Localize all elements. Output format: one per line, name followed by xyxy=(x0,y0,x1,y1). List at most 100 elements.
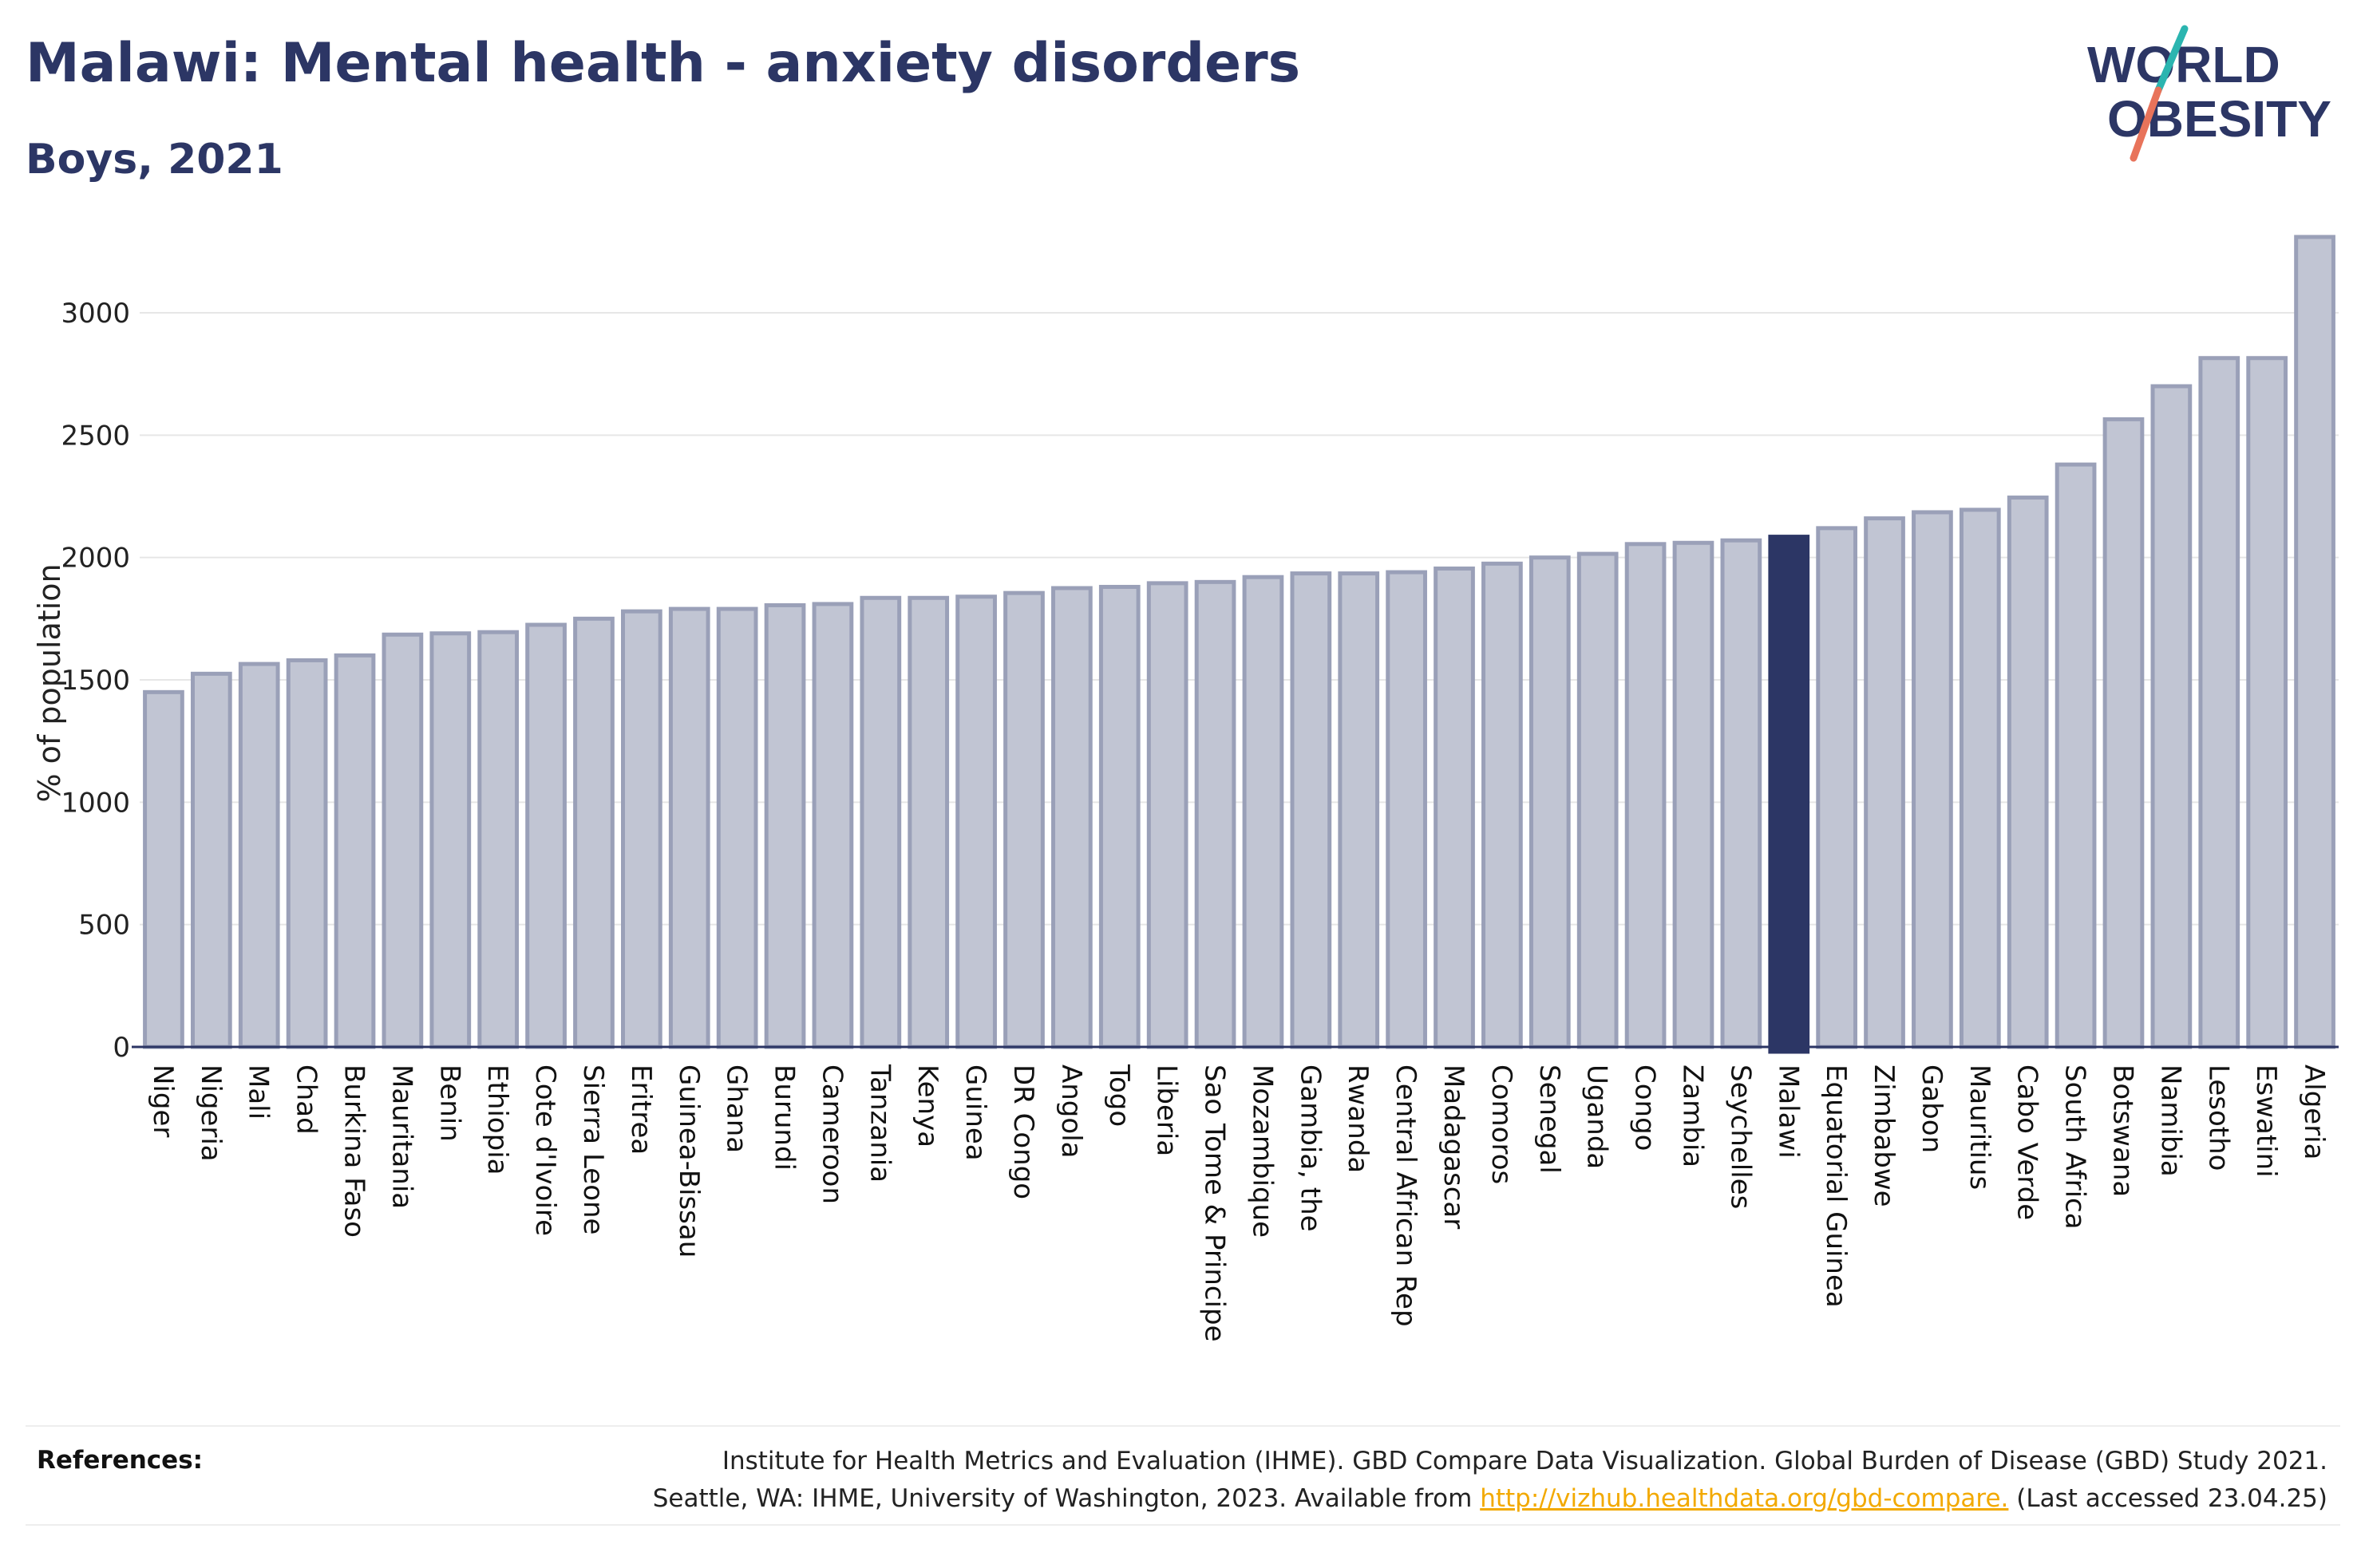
x-tick-label: Senegal xyxy=(1533,1064,1565,1174)
x-tick-label: Ethiopia xyxy=(481,1064,513,1175)
chart-subtitle: Boys, 2021 xyxy=(26,136,283,184)
y-tick-label: 2500 xyxy=(61,420,130,452)
x-tick-label: Zambia xyxy=(1676,1064,1708,1167)
bar xyxy=(1576,551,1619,1049)
bar-chart: 0 500 1000 1500 2000 2500 3000 % of population N… xyxy=(32,235,2339,1342)
x-tick-label: Mauritania xyxy=(386,1064,417,1209)
bar xyxy=(1624,542,1667,1049)
x-tick-label: Sierra Leone xyxy=(577,1064,609,1234)
x-tick-label: Burundi xyxy=(769,1064,801,1171)
references-bottom-divider xyxy=(26,1524,2340,1526)
bar xyxy=(860,595,902,1049)
x-tick-label: Comoros xyxy=(1485,1064,1517,1184)
y-tick-label: 0 xyxy=(113,1032,130,1064)
x-tick-label: Botswana xyxy=(2106,1064,2138,1197)
x-tick-label: Rwanda xyxy=(1342,1064,1374,1173)
bar xyxy=(1481,561,1523,1049)
y-tick-label: 3000 xyxy=(61,298,130,330)
bar xyxy=(1864,516,1905,1049)
x-tick-label: Algeria xyxy=(2298,1064,2330,1159)
bar xyxy=(2055,462,2097,1049)
bar xyxy=(668,606,710,1049)
references-label: References: xyxy=(37,1446,204,1475)
bar xyxy=(1720,538,1762,1049)
x-tick-label: Mozambique xyxy=(1246,1064,1278,1238)
x-tick-label: Togo xyxy=(1103,1064,1135,1127)
bar xyxy=(238,662,280,1049)
x-tick-label: Kenya xyxy=(912,1064,943,1147)
bar xyxy=(429,631,472,1049)
x-tick-label: Central African Rep xyxy=(1390,1064,1422,1327)
x-tick-label: Burkina Faso xyxy=(338,1064,370,1238)
x-tick-label: Guinea-Bissau xyxy=(673,1064,705,1258)
x-tick-label: DR Congo xyxy=(1007,1064,1039,1199)
x-tick-label: Congo xyxy=(1629,1064,1661,1151)
bar xyxy=(286,658,328,1049)
y-tick-label: 1500 xyxy=(61,665,130,697)
world-obesity-logo: WORLD OBESITY xyxy=(2087,25,2331,162)
bar xyxy=(1338,571,1380,1049)
x-tick-label: Niger xyxy=(147,1064,179,1137)
x-tick-label: Gabon xyxy=(1916,1064,1948,1153)
chart-title: Malawi: Mental health - anxiety disorder… xyxy=(26,32,1301,95)
x-tick-label: Gambia, the xyxy=(1294,1064,1326,1232)
x-tick-label: Nigeria xyxy=(195,1064,227,1162)
x-tick-label: Sao Tome & Principe xyxy=(1199,1064,1231,1342)
x-tick-label: Guinea xyxy=(959,1064,991,1161)
bar xyxy=(716,606,758,1049)
references-text: Institute for Health Metrics and Evaluat… xyxy=(412,1443,2327,1518)
x-tick-label: Chad xyxy=(291,1064,322,1135)
bar xyxy=(1959,508,2001,1049)
bar xyxy=(143,689,184,1049)
bar xyxy=(1768,535,1810,1054)
bar xyxy=(1290,571,1332,1049)
bar xyxy=(190,671,232,1049)
x-tick-label: Mali xyxy=(243,1064,275,1120)
bar xyxy=(382,632,424,1049)
bar xyxy=(2007,496,2049,1049)
bar xyxy=(2198,356,2240,1049)
y-tick-label: 1000 xyxy=(61,787,130,819)
logo-line-world: WORLD xyxy=(2087,36,2280,93)
x-tick-label: Liberia xyxy=(1151,1064,1183,1156)
references-line-2: Seattle, WA: IHME, University of Washing… xyxy=(412,1480,2327,1518)
references-line-1: Institute for Health Metrics and Evaluat… xyxy=(722,1447,2327,1475)
x-tick-label: Eritrea xyxy=(625,1064,657,1155)
bar xyxy=(1146,581,1188,1049)
x-tick-label: Cote d'Ivoire xyxy=(529,1064,561,1236)
references-line-2-prefix: Seattle, WA: IHME, University of Washing… xyxy=(652,1484,1473,1513)
x-tick-label: Lesotho xyxy=(2202,1064,2234,1171)
x-tick-label: Equatorial Guinea xyxy=(1820,1064,1852,1308)
bar xyxy=(1098,584,1141,1049)
x-tick-label: Angola xyxy=(1055,1064,1087,1158)
bar xyxy=(1816,526,1857,1049)
references-top-divider xyxy=(26,1425,2340,1427)
bar xyxy=(1242,575,1284,1049)
references-link[interactable]: http://vizhub.healthdata.org/gbd-compare… xyxy=(1480,1484,2009,1513)
bar xyxy=(1529,555,1571,1049)
bar xyxy=(2294,235,2335,1049)
x-tick-label: Mauritius xyxy=(1964,1064,1995,1190)
bar xyxy=(334,653,376,1049)
x-tick-label: Uganda xyxy=(1581,1064,1613,1169)
bar xyxy=(525,622,567,1049)
x-tick-label: Namibia xyxy=(2154,1064,2186,1177)
x-tick-label: Zimbabwe xyxy=(1868,1064,1900,1207)
x-tick-label: Eswatini xyxy=(2250,1064,2282,1178)
bar xyxy=(1386,570,1427,1049)
bar xyxy=(1051,586,1093,1049)
bar xyxy=(1434,566,1475,1049)
x-tick-label: Malawi xyxy=(1772,1064,1804,1159)
x-tick-label: Cabo Verde xyxy=(2011,1064,2043,1220)
bar xyxy=(908,595,950,1049)
x-tick-label: Madagascar xyxy=(1438,1064,1469,1229)
y-axis-label: % of population xyxy=(32,563,67,802)
bar xyxy=(2150,384,2193,1049)
bar xyxy=(764,602,806,1049)
bar xyxy=(1912,510,1953,1049)
references-line-2-suffix: (Last accessed 23.04.25) xyxy=(2016,1484,2327,1513)
x-tick-label: Seychelles xyxy=(1724,1064,1756,1209)
bar xyxy=(812,602,854,1049)
bar xyxy=(1194,579,1236,1049)
logo-slash-coral xyxy=(2130,86,2162,162)
